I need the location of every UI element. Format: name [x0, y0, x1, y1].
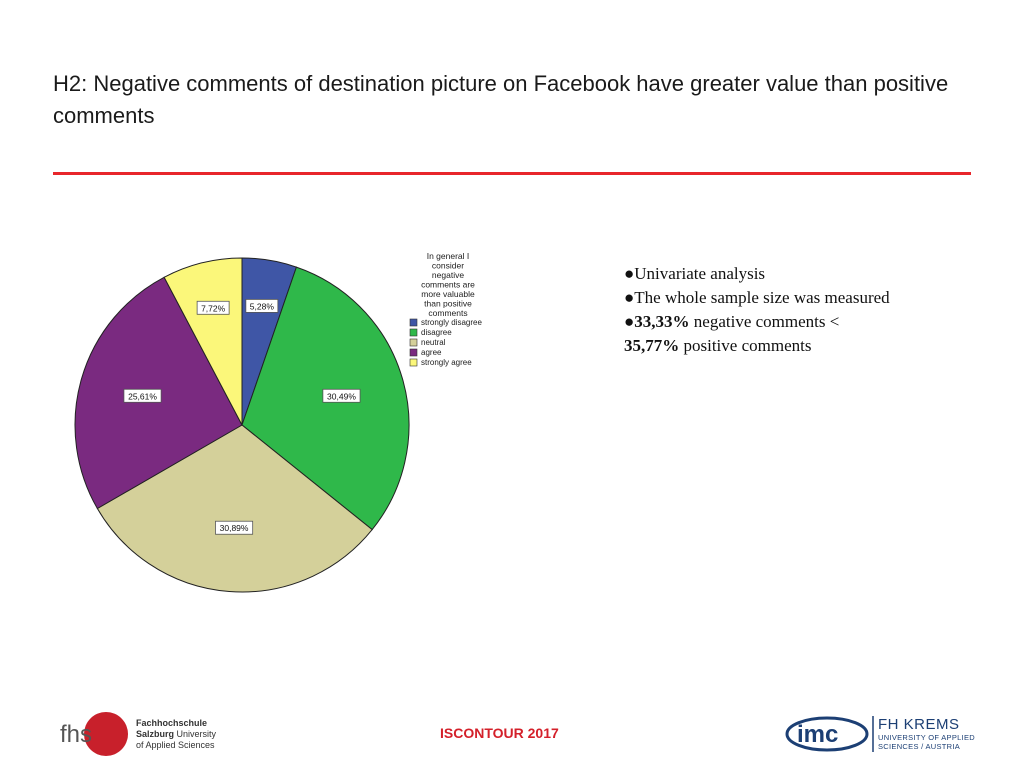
data-label-strongly-agree: 7,72% — [196, 300, 230, 315]
pie-slice-neutral — [96, 424, 373, 593]
legend-swatch — [409, 358, 418, 367]
bullet-text: The whole sample size was measured — [634, 288, 890, 307]
legend-swatch — [409, 348, 418, 357]
bullet-text: negative comments < — [689, 312, 840, 331]
legend-swatch — [409, 318, 418, 327]
legend-swatch — [409, 328, 418, 337]
svg-text:30,89%: 30,89% — [220, 523, 249, 533]
legend-item-strongly-disagree: strongly disagree — [409, 318, 482, 327]
bullet-bold: 33,33% — [634, 312, 690, 331]
pie-chart: 5,28% 30,49% 30,89% 25,61% 7,72% In general … — [74, 251, 482, 593]
data-label-agree: 25,61% — [123, 388, 162, 403]
legend-item-agree: agree — [409, 348, 442, 357]
imc-logo-mark: imc — [797, 721, 838, 748]
fh-krems-line2: UNIVERSITY OF APPLIED — [878, 733, 976, 742]
fhs-logo-line2-bold: Salzburg — [136, 729, 175, 739]
svg-text:30,49%: 30,49% — [327, 391, 356, 401]
bullet-item: 35,77% positive comments — [624, 334, 894, 358]
imc-logo: imc — [785, 716, 874, 752]
bullet-bold: 35,77% — [624, 336, 680, 355]
fh-krems-line1: FH KREMS — [878, 716, 960, 733]
footer-conference: ISCONTOUR 2017 — [440, 725, 559, 741]
title-divider — [53, 172, 971, 175]
bullet-list: ●Univariate analysis ●The whole sample si… — [624, 262, 894, 358]
fhs-logo-circle — [84, 712, 128, 756]
fhs-logo-line2-rest: University — [174, 729, 217, 739]
legend-item-disagree: disagree — [409, 328, 452, 337]
svg-text:25,61%: 25,61% — [128, 391, 157, 401]
legend-label: agree — [421, 348, 442, 357]
legend-label: strongly disagree — [421, 318, 482, 327]
slide-title: H2: Negative comments of destination pic… — [53, 71, 949, 128]
svg-text:7,72%: 7,72% — [201, 303, 226, 313]
legend-label: neutral — [421, 338, 446, 347]
bullet-text: positive comments — [679, 336, 812, 355]
fhs-logo-line3: of Applied Sciences — [136, 740, 215, 750]
fh-krems-line3: SCIENCES / AUSTRIA — [878, 742, 961, 751]
fhs-logo-text: Fachhochschule Salzburg University of Ap… — [136, 718, 216, 751]
data-label-neutral: 30,89% — [215, 520, 254, 535]
svg-text:5,28%: 5,28% — [250, 301, 275, 311]
data-label-disagree: 30,49% — [322, 388, 361, 403]
fh-krems-text: FH KREMS UNIVERSITY OF APPLIED SCIENCES … — [878, 716, 975, 751]
data-label-strongly-disagree: 5,28% — [245, 299, 279, 313]
pie-slice-strongly-agree — [163, 257, 243, 426]
legend-item-neutral: neutral — [409, 338, 446, 347]
fhs-logo-line1: Fachhochschule — [136, 718, 208, 728]
fhs-logo: fhs — [60, 712, 128, 756]
legend-label: strongly agree — [421, 358, 472, 367]
bullet-item: ●Univariate analysis — [624, 264, 766, 283]
fhs-logo-mark: fhs — [60, 721, 92, 748]
legend-item-strongly-agree: strongly agree — [409, 358, 472, 367]
legend-swatch — [409, 338, 418, 347]
imc-logo-swoosh — [785, 716, 869, 752]
bullet-item: ●33,33% negative comments < — [624, 312, 840, 331]
bullet-text: Univariate analysis — [634, 264, 766, 283]
legend-label: disagree — [421, 328, 452, 337]
bullet-item: ●The whole sample size was measured — [624, 288, 890, 307]
